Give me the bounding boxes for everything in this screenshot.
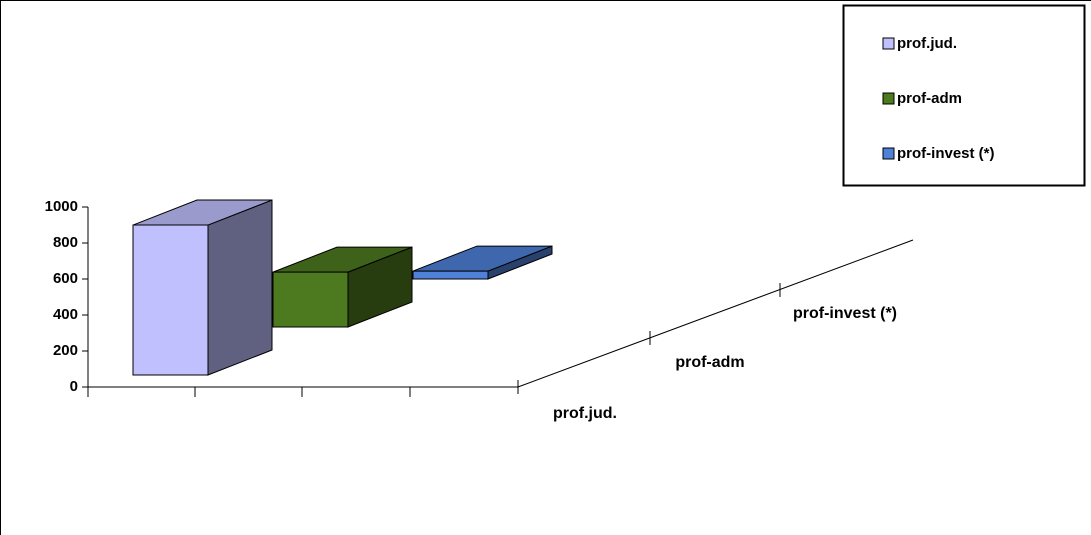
bar-face	[207, 199, 273, 376]
bar	[412, 245, 553, 280]
legend-swatch	[882, 92, 895, 105]
legend-swatch	[882, 147, 895, 160]
bar-face	[412, 270, 489, 280]
x-ticks	[87, 283, 781, 397]
bar	[132, 199, 273, 376]
bar-face	[132, 224, 209, 376]
depth-axis	[517, 239, 914, 388]
y-tick-label: 600	[53, 270, 78, 287]
y-tick-label: 0	[70, 378, 78, 395]
legend-swatch	[882, 37, 895, 50]
legend-label: prof.jud.	[897, 35, 957, 52]
depth-label: prof.jud.	[553, 405, 617, 422]
y-tick-label: 800	[53, 234, 78, 251]
bar	[272, 246, 413, 328]
legend-label: prof-adm	[897, 90, 962, 107]
y-tick-label: 200	[53, 342, 78, 359]
depth-label: prof-adm	[675, 354, 745, 371]
legend-label: prof-invest (*)	[897, 145, 995, 162]
y-tick-label: 400	[53, 306, 78, 323]
depth-label: prof-invest (*)	[793, 305, 897, 322]
y-tick-label: 1000	[45, 198, 78, 215]
bar-face	[272, 271, 349, 328]
